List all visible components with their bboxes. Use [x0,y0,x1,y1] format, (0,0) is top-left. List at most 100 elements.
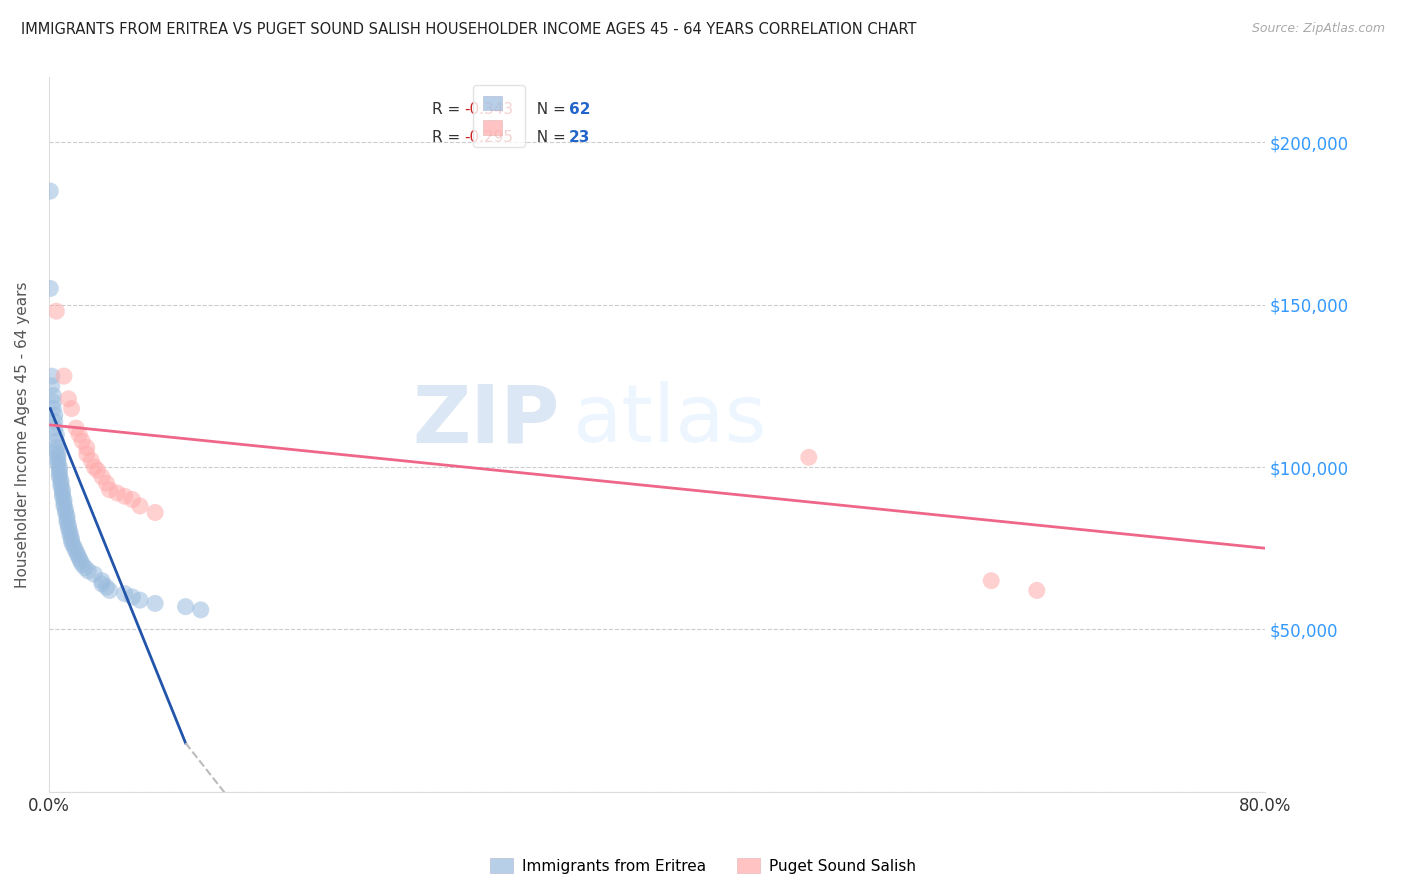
Point [44,415,66,429]
Point [60,532,83,546]
Point [45,304,67,318]
Point [62,538,84,552]
Point [83,567,105,582]
Point [48,460,70,475]
Text: N =: N = [527,129,571,145]
Point [98,483,121,497]
Text: 62: 62 [569,103,591,118]
Point [51,483,73,497]
Point [42,395,65,409]
Point [190,603,212,617]
Point [45,434,67,448]
Point [42,401,65,416]
Point [174,599,197,614]
Point [65,544,87,558]
Point [52,499,75,513]
Point [980,574,1002,588]
Point [96,580,118,594]
Text: -0.295: -0.295 [464,129,513,145]
Point [49,479,72,493]
Point [48,463,70,477]
Point [58,518,80,533]
Point [59,528,82,542]
Point [55,502,77,516]
Point [91,577,114,591]
Point [56,512,79,526]
Point [42,389,65,403]
Point [55,506,77,520]
Point [70,434,93,448]
Point [114,587,136,601]
Text: R =: R = [432,129,465,145]
Y-axis label: Householder Income Ages 45 - 64 years: Householder Income Ages 45 - 64 years [15,281,30,588]
Point [48,467,70,481]
Text: IMMIGRANTS FROM ERITREA VS PUGET SOUND SALISH HOUSEHOLDER INCOME AGES 45 - 64 YE: IMMIGRANTS FROM ERITREA VS PUGET SOUND S… [21,22,917,37]
Point [96,476,118,491]
Point [58,522,80,536]
Point [51,489,73,503]
Point [63,541,86,556]
Point [59,524,82,539]
Text: Source: ZipAtlas.com: Source: ZipAtlas.com [1251,22,1385,36]
Point [76,441,98,455]
Text: ZIP: ZIP [412,381,560,459]
Point [797,450,820,465]
Text: R =: R = [432,103,465,118]
Point [51,486,73,500]
Point [69,554,91,568]
Text: 23: 23 [569,129,591,145]
Point [70,558,93,572]
Point [52,492,75,507]
Point [46,457,69,471]
Text: -0.343: -0.343 [464,103,513,118]
Point [49,473,72,487]
Point [44,421,66,435]
Point [91,574,114,588]
Point [121,492,143,507]
Point [129,499,152,513]
Point [58,392,80,406]
Point [60,401,83,416]
Point [41,369,63,384]
Point [56,508,79,523]
Text: N =: N = [527,103,571,118]
Point [52,496,75,510]
Point [44,408,66,422]
Point [39,184,62,198]
Point [143,506,166,520]
Point [67,427,90,442]
Point [41,379,63,393]
Point [75,560,97,574]
Point [77,564,100,578]
Point [143,596,166,610]
Point [65,421,87,435]
Point [129,593,152,607]
Legend: , : , [472,85,524,146]
Point [45,443,67,458]
Point [39,281,62,295]
Point [86,463,108,477]
Point [80,453,103,467]
Point [46,453,69,467]
Point [114,489,136,503]
Point [45,427,67,442]
Point [67,550,90,565]
Point [66,548,89,562]
Point [46,450,69,465]
Point [98,583,121,598]
Legend: Immigrants from Eritrea, Puget Sound Salish: Immigrants from Eritrea, Puget Sound Sal… [484,852,922,880]
Point [48,470,70,484]
Point [46,447,69,461]
Point [91,470,114,484]
Point [76,447,98,461]
Point [1025,583,1047,598]
Point [49,476,72,491]
Point [52,369,75,384]
Point [105,486,128,500]
Point [121,590,143,604]
Point [83,460,105,475]
Text: atlas: atlas [572,381,766,459]
Point [45,441,67,455]
Point [56,515,79,529]
Point [60,534,83,549]
